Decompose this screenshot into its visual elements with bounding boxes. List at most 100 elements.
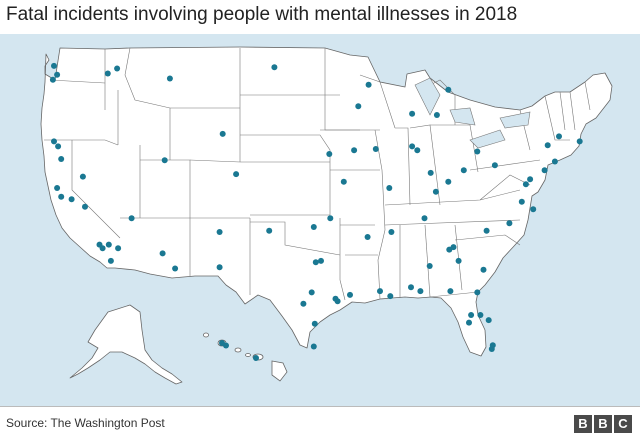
incident-marker [388, 229, 395, 235]
incident-marker [82, 203, 88, 210]
incident-marker [51, 62, 57, 69]
incident-marker [318, 257, 324, 264]
incident-marker [450, 244, 457, 251]
incident-marker [372, 146, 379, 152]
incident-marker [544, 142, 551, 149]
incident-marker [216, 264, 223, 271]
incident-marker [128, 215, 135, 222]
incident-marker [466, 319, 472, 326]
incident-marker [522, 181, 529, 188]
map-title: Fatal incidents involving people with me… [6, 4, 518, 25]
incident-marker [480, 266, 487, 273]
incident-marker [527, 176, 534, 183]
incident-marker [310, 343, 317, 350]
incident-marker [79, 173, 86, 180]
incident-marker [159, 250, 166, 257]
incident-marker [114, 65, 121, 72]
land-layer [40, 46, 613, 385]
incident-marker [409, 110, 416, 117]
incident-marker [387, 293, 394, 300]
logo-letter-1: B [574, 415, 592, 433]
state-borders [44, 47, 591, 301]
source-credit: Source: The Washington Post [6, 416, 165, 430]
incident-marker [355, 103, 362, 110]
incident-marker [506, 220, 513, 227]
incident-marker [556, 133, 562, 140]
incident-marker [312, 259, 319, 266]
incident-marker [54, 185, 61, 191]
incident-marker [54, 71, 61, 78]
us-map [40, 46, 613, 385]
incident-marker [491, 162, 498, 169]
logo-letter-3: C [614, 415, 632, 433]
incident-marker [432, 188, 439, 195]
incident-marker [334, 298, 341, 305]
incident-marker [327, 215, 334, 222]
incident-marker [55, 143, 62, 150]
incident-marker [233, 171, 240, 178]
incident-marker [104, 70, 111, 77]
incident-marker [576, 138, 583, 145]
incident-marker [433, 112, 440, 118]
incident-marker [530, 206, 537, 213]
incident-marker [347, 291, 353, 298]
incident-marker [58, 193, 65, 200]
incident-marker [541, 167, 548, 174]
alaska-landmass [69, 304, 183, 385]
incident-marker [386, 185, 393, 191]
incident-marker [216, 229, 223, 235]
incident-marker [51, 138, 57, 145]
incident-marker [58, 156, 65, 162]
incident-marker [365, 81, 372, 88]
incident-marker [308, 289, 315, 296]
logo-letter-2: B [594, 415, 612, 433]
incident-marker [311, 320, 318, 327]
incident-marker [518, 198, 525, 205]
incident-marker [474, 148, 481, 155]
incident-marker [474, 289, 481, 296]
incident-marker [340, 178, 347, 185]
incident-marker [219, 130, 226, 137]
incident-marker [172, 265, 179, 272]
incident-marker [271, 64, 278, 71]
incident-marker [551, 158, 558, 165]
incident-marker [115, 245, 122, 252]
incident-marker [426, 263, 433, 269]
incident-marker [351, 147, 358, 154]
incident-marker [460, 167, 467, 174]
incident-marker [105, 241, 112, 248]
incident-marker [485, 317, 492, 324]
incident-marker [483, 227, 490, 234]
incident-marker [409, 143, 416, 150]
incident-marker [488, 346, 495, 352]
incident-marker [364, 234, 371, 240]
incident-marker [253, 355, 259, 361]
footer: Source: The Washington Post B B C [0, 406, 640, 441]
incident-marker [427, 169, 434, 176]
incident-marker [468, 312, 475, 318]
incident-marker [408, 284, 414, 291]
incident-marker [447, 288, 454, 295]
incident-markers [49, 62, 583, 361]
incident-marker [421, 215, 428, 222]
hawaii-islands [203, 332, 288, 382]
incident-marker [310, 224, 317, 230]
incident-marker [377, 288, 383, 295]
incident-marker [68, 196, 75, 203]
incident-marker [99, 245, 106, 252]
map-area [0, 34, 640, 406]
incident-marker [223, 342, 229, 349]
incident-marker [414, 147, 421, 154]
incident-marker [455, 257, 462, 264]
incident-marker [326, 151, 333, 157]
incident-marker [166, 75, 173, 82]
incident-marker [417, 288, 424, 295]
incident-marker [445, 86, 452, 93]
bbc-logo: B B C [574, 415, 632, 433]
incident-marker [49, 76, 56, 83]
incident-marker [266, 227, 273, 234]
incident-marker [300, 300, 307, 307]
incident-marker [107, 257, 114, 264]
incident-marker [161, 157, 168, 164]
incident-marker [445, 178, 452, 185]
